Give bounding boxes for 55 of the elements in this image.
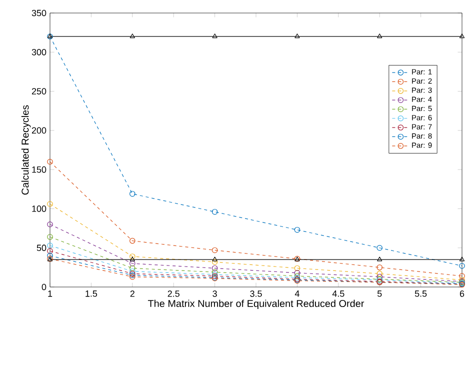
point bbox=[376, 244, 382, 251]
point bbox=[47, 242, 53, 248]
y-tick-label: 200 bbox=[32, 127, 46, 134]
point bbox=[130, 268, 136, 274]
y-tick-label: 150 bbox=[32, 166, 46, 173]
point bbox=[377, 256, 382, 262]
x-tick-label: 3 bbox=[212, 290, 217, 297]
point bbox=[130, 254, 136, 260]
y-tick-label: 250 bbox=[32, 88, 46, 94]
point bbox=[212, 247, 218, 254]
point bbox=[47, 234, 53, 240]
x-tick-label: 4 bbox=[294, 290, 300, 297]
x-tick-label: 4.5 bbox=[332, 290, 344, 297]
x-tick-label: 6 bbox=[460, 290, 464, 297]
x-tick-label: 2.5 bbox=[168, 290, 180, 297]
point bbox=[376, 264, 382, 270]
point bbox=[130, 256, 135, 262]
point bbox=[130, 238, 136, 244]
x-tick-label: 3.5 bbox=[250, 290, 262, 297]
point bbox=[212, 208, 218, 215]
point bbox=[212, 34, 218, 38]
point bbox=[294, 34, 300, 38]
point bbox=[459, 273, 465, 279]
point bbox=[294, 270, 300, 276]
point bbox=[212, 256, 218, 262]
point bbox=[130, 34, 135, 38]
x-axis-title: The Matrix Number of Equivalent Reduced Order bbox=[148, 300, 364, 309]
x-tick-label: 2 bbox=[130, 290, 134, 297]
x-tick-label: 5 bbox=[377, 290, 382, 297]
point bbox=[130, 260, 136, 266]
point bbox=[47, 248, 53, 254]
point bbox=[294, 226, 300, 233]
point bbox=[459, 262, 465, 269]
point bbox=[212, 269, 218, 276]
point bbox=[47, 201, 53, 207]
point bbox=[47, 158, 53, 165]
y-tick-label: 0 bbox=[42, 284, 46, 290]
point bbox=[130, 265, 136, 272]
point bbox=[47, 221, 53, 228]
y-tick-label: 300 bbox=[32, 48, 46, 56]
point bbox=[376, 270, 382, 277]
y-tick-label: 350 bbox=[32, 10, 46, 16]
point bbox=[47, 252, 53, 259]
point bbox=[294, 265, 300, 272]
x-tick-label: 1 bbox=[48, 290, 52, 297]
point bbox=[130, 190, 136, 197]
point bbox=[376, 274, 382, 280]
x-tick-label: 5.5 bbox=[414, 290, 427, 297]
x-tick-label: 1.5 bbox=[86, 290, 98, 297]
point bbox=[212, 265, 218, 272]
point bbox=[377, 34, 382, 38]
y-axis-title: Calculated Recycles bbox=[21, 105, 31, 195]
y-tick-label: 100 bbox=[32, 206, 46, 212]
y-tick-label: 50 bbox=[36, 244, 46, 252]
point bbox=[212, 259, 218, 265]
